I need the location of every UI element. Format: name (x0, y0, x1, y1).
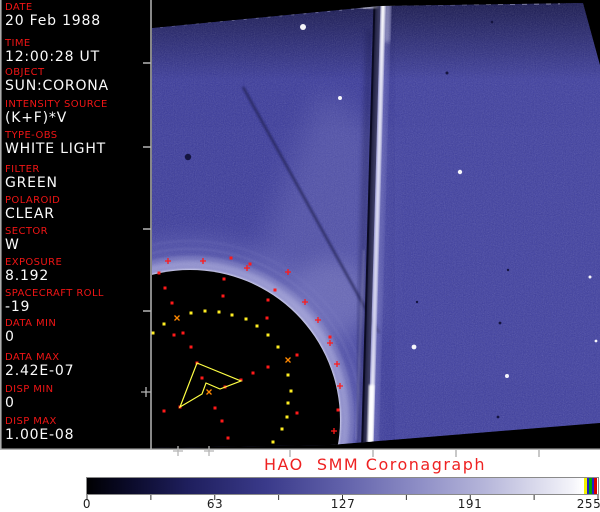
field-label: FILTER (5, 164, 40, 175)
field-label: DATA MAX (5, 352, 60, 363)
sidebar-field-disp-max: DISP MAX 1.00E-08 (5, 416, 150, 443)
field-value: 0 (5, 329, 15, 345)
field-value: (K+F)*V (5, 110, 68, 126)
sidebar-field-spacecraft-roll: SPACECRAFT ROLL -19 (5, 288, 150, 315)
colorbar-stripe-green (589, 478, 592, 494)
sidebar-field-object: OBJECT SUN:CORONA (5, 67, 150, 94)
sidebar-field-type-obs: TYPE-OBS WHITE LIGHT (5, 130, 150, 157)
field-label: INTENSITY SOURCE (5, 99, 108, 110)
field-label: EXPOSURE (5, 257, 63, 268)
field-label: DISP MAX (5, 416, 57, 427)
sidebar-field-data-max: DATA MAX 2.42E-07 (5, 352, 150, 379)
field-value: W (5, 237, 20, 253)
sidebar-field-time: TIME 12:00:28 UT (5, 38, 150, 65)
field-value: CLEAR (5, 206, 55, 222)
field-label: TIME (5, 38, 31, 49)
sidebar-field-polaroid: POLAROID CLEAR (5, 195, 150, 222)
sidebar-field-exposure: EXPOSURE 8.192 (5, 257, 150, 284)
field-value: GREEN (5, 175, 58, 191)
colorbar-tick-label: 0 (82, 497, 92, 511)
colorbar-tick-label: 63 (206, 497, 224, 511)
field-value: 12:00:28 UT (5, 49, 100, 65)
field-value: 20 Feb 1988 (5, 13, 101, 29)
sidebar-field-date: DATE 20 Feb 1988 (5, 2, 150, 29)
calibration-markers (151, 256, 343, 444)
sidebar-field-disp-min: DISP MIN 0 (5, 384, 150, 411)
colorbar-stripe-blue2 (592, 478, 594, 494)
field-value: 0 (5, 395, 15, 411)
field-value: -19 (5, 299, 31, 315)
field-label: OBJECT (5, 67, 45, 78)
star-points (300, 24, 598, 378)
field-value: 8.192 (5, 268, 50, 284)
sidebar-field-intensity-source: INTENSITY SOURCE (K+F)*V (5, 99, 150, 126)
field-label: TYPE-OBS (5, 130, 58, 141)
occulting-disk (152, 270, 340, 448)
metadata-sidebar: DATE 20 Feb 1988 TIME 12:00:28 UT OBJECT SU… (0, 0, 150, 450)
field-value: 2.42E-07 (5, 363, 75, 379)
dust-specks (184, 20, 510, 419)
field-label: SPACECRAFT ROLL (5, 288, 104, 299)
colorbar-ticks (86, 494, 599, 500)
sidebar-field-sector: SECTOR W (5, 226, 150, 253)
ccd-image-area (152, 3, 600, 448)
field-label: DISP MIN (5, 384, 54, 395)
field-value: WHITE LIGHT (5, 141, 107, 157)
colorbar-tick-label: 255 (576, 497, 600, 511)
colorbar-stripe-red (594, 478, 597, 494)
sidebar-field-filter: FILTER GREEN (5, 164, 150, 191)
colorbar-tick-label: 191 (457, 497, 483, 511)
colorbar-stripe-blue (587, 478, 589, 494)
sidebar-field-data-min: DATA MIN 0 (5, 318, 150, 345)
field-value: 1.00E-08 (5, 427, 75, 443)
frame-axes (0, 0, 600, 457)
field-value: SUN:CORONA (5, 78, 109, 94)
colorbar-tick-label: 127 (330, 497, 356, 511)
field-label: POLAROID (5, 195, 61, 206)
diagonal-artifact-line (242, 86, 380, 334)
field-label: DATA MIN (5, 318, 57, 329)
pylon-streak (353, 3, 391, 448)
field-label: SECTOR (5, 226, 48, 237)
colorbar-stripe-yellow (584, 478, 587, 494)
intensity-colorbar (86, 477, 599, 495)
image-caption: HAO SMM Coronagraph (263, 455, 487, 474)
field-label: DATE (5, 2, 33, 13)
calibration-polygon (178, 362, 243, 409)
